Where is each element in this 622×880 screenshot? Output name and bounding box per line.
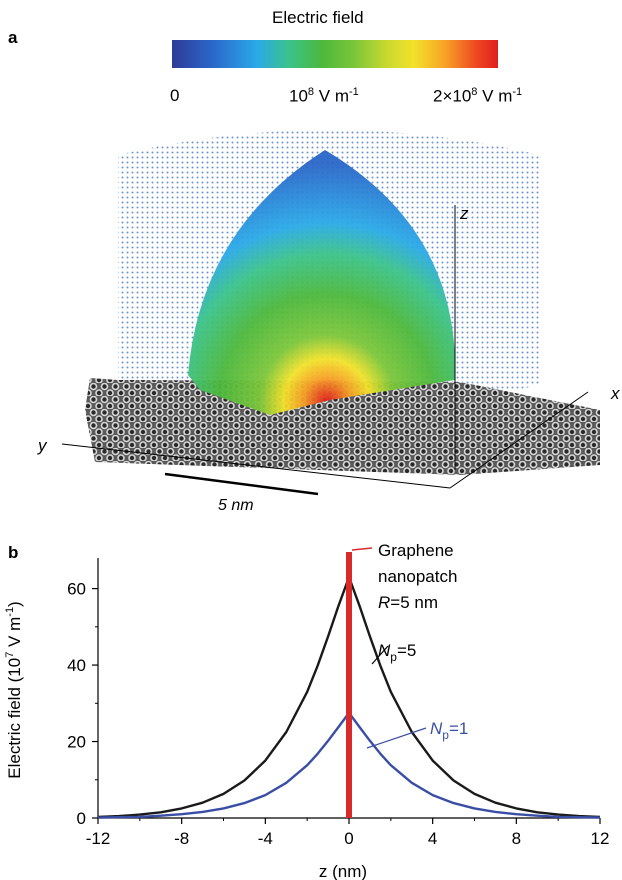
- series-np5-leader: [371, 645, 389, 665]
- axis-z-label: z: [460, 204, 469, 223]
- axis-y-label: y: [38, 436, 47, 455]
- nanopatch-leader: [351, 547, 373, 551]
- x-tick-label-6: 12: [591, 829, 610, 848]
- colorbar-title: Electric field: [272, 8, 364, 27]
- x-tick-label-2: -4: [258, 829, 273, 848]
- y-tick-label-3: 60: [67, 580, 86, 599]
- colorbar-tick-mid: 108 V m-1: [289, 86, 359, 106]
- axis-x-label: x: [611, 384, 620, 403]
- colorbar-tick-max: 2×108 V m-1: [433, 86, 523, 106]
- x-tick-label-1: -8: [174, 829, 189, 848]
- colorbar-tick-min: 0: [170, 86, 180, 105]
- field-profile-chart: -12 -8 -4 0 4 8 12 0 20 40 60 z (nm) Electric fiel…: [4, 541, 610, 880]
- series-np5-label: Np=5: [378, 641, 416, 664]
- marker-label-line-2: nanopatch: [378, 567, 457, 586]
- x-axis-label: z (nm): [319, 862, 367, 880]
- series-np1-label: Np=1: [430, 719, 468, 742]
- series-np1-leader: [366, 727, 427, 749]
- panel-a-label: a: [8, 28, 18, 47]
- scale-bar-label: 5 nm: [218, 497, 254, 514]
- x-tick-label-3: 0: [344, 829, 353, 848]
- y-tick-label-2: 40: [67, 656, 86, 675]
- x-tick-label-5: 8: [512, 829, 521, 848]
- y-axis-label: Electric field (107 V m-1): [4, 601, 24, 778]
- field-visualization: [61, 130, 600, 496]
- marker-radius-label: R=5 nm: [378, 593, 438, 612]
- marker-label-line-1: Graphene: [378, 541, 454, 560]
- colorbar: [172, 40, 498, 68]
- x-tick-label-0: -12: [86, 829, 111, 848]
- y-tick-label-1: 20: [67, 733, 86, 752]
- panel-b-label: b: [8, 543, 19, 562]
- y-tick-label-0: 0: [77, 809, 86, 828]
- x-tick-label-4: 4: [428, 829, 437, 848]
